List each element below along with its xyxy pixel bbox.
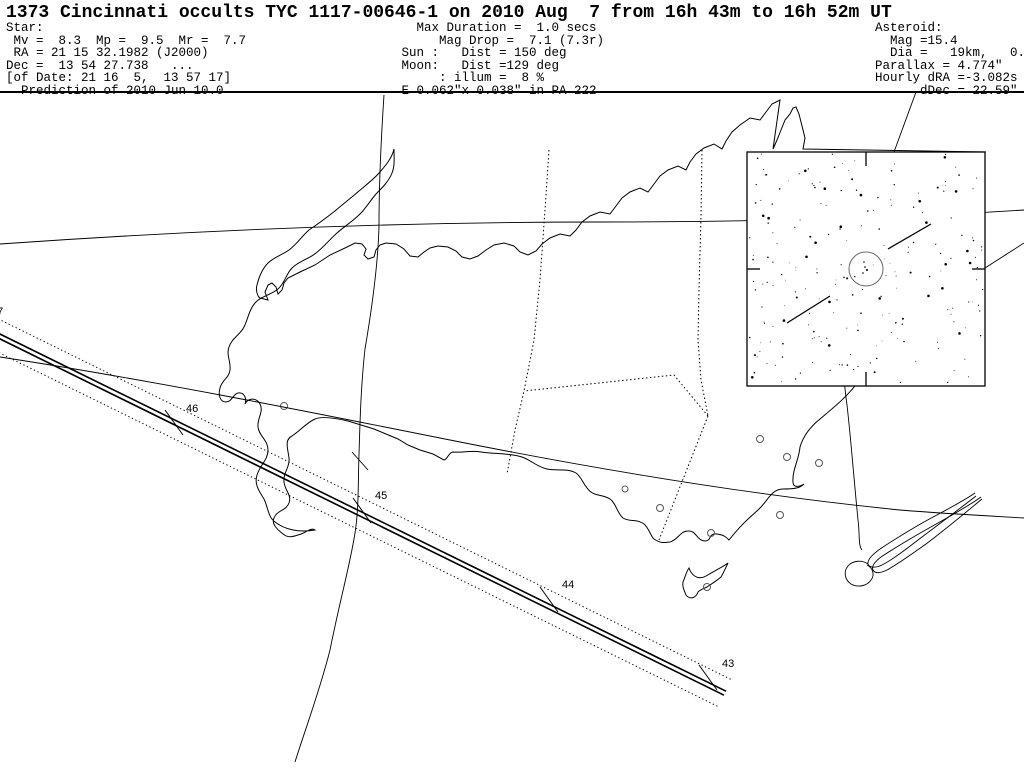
svg-text:47: 47: [0, 306, 3, 318]
svg-text:44: 44: [562, 579, 574, 591]
svg-text:45: 45: [375, 490, 387, 502]
svg-text:46: 46: [186, 403, 198, 415]
svg-text:43: 43: [722, 658, 734, 670]
